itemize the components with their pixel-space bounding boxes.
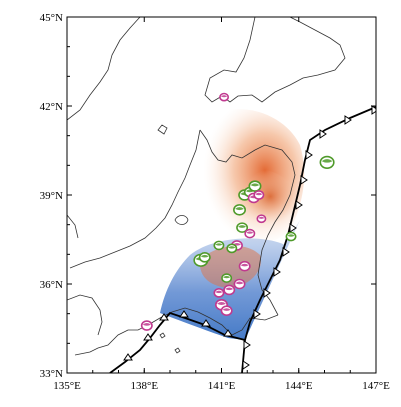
lon-tick-label: 141°E: [208, 380, 236, 392]
trench-tooth: [123, 353, 133, 361]
trench-tooth: [295, 200, 303, 210]
lat-tick-label: 39°N: [40, 190, 63, 202]
lon-tick-label: 135°E: [53, 380, 81, 392]
trench-tooth: [273, 267, 281, 277]
focal-mechanism-green: [226, 243, 238, 254]
trench-tooth: [319, 129, 327, 139]
focal-mechanism-magenta: [223, 284, 236, 296]
trench-tooth: [201, 319, 211, 327]
focal-mechanism-magenta: [233, 278, 246, 290]
trench-tooth: [289, 223, 297, 233]
lon-tick-label: 144°E: [285, 380, 313, 392]
focal-mechanism-magenta: [220, 305, 233, 317]
trench-tooth: [179, 310, 189, 318]
trench-tooth: [263, 288, 271, 298]
focal-mechanism-magenta: [253, 190, 265, 200]
focal-mechanism-magenta: [238, 260, 251, 272]
focal-mechanism-green: [233, 204, 247, 216]
trench-tooth: [223, 329, 233, 337]
lat-tick-label: 36°N: [40, 279, 63, 291]
trench-tooth: [159, 313, 169, 321]
focal-mechanism-green: [221, 273, 233, 283]
trench-tooth: [300, 175, 308, 185]
lat-tick-label: 33°N: [40, 368, 63, 380]
warm-anomaly-lower: [199, 245, 261, 288]
focal-mechanism-magenta: [219, 92, 230, 102]
trench-tooth: [371, 105, 376, 115]
focal-mechanism-green: [319, 155, 335, 170]
axis-tick-labels: 135°E 138°E 141°E 144°E 147°E 45°N 42°N 39°N 36°…: [40, 12, 390, 392]
focal-mechanism-green: [213, 240, 225, 251]
lon-tick-label: 138°E: [130, 380, 158, 392]
lat-tick-label: 42°N: [40, 101, 63, 113]
trench-tooth: [305, 150, 313, 160]
lat-tick-label: 45°N: [40, 12, 63, 24]
lon-tick-label: 147°E: [362, 380, 390, 392]
axis-ticks: [66, 16, 377, 374]
focal-mechanism-magenta: [256, 214, 267, 224]
trench-tooth: [344, 115, 352, 125]
trench-tooth: [282, 247, 290, 257]
focal-mechanism-magenta: [140, 320, 153, 331]
trench-tooth: [143, 333, 153, 341]
trench-tooth: [242, 360, 250, 370]
trench-tooth: [243, 340, 251, 350]
focal-mechanism-green: [285, 231, 297, 242]
trench-teeth: [123, 105, 376, 370]
focal-mechanism-green: [236, 222, 249, 233]
coastlines: [67, 17, 346, 356]
trench-tooth: [253, 309, 261, 319]
focal-mechanism-green: [198, 251, 211, 263]
focal-mechanisms: [140, 92, 335, 331]
focal-mechanism-green: [248, 180, 262, 192]
focal-mechanism-magenta: [244, 228, 256, 239]
focal-mechanism-magenta: [213, 288, 225, 298]
